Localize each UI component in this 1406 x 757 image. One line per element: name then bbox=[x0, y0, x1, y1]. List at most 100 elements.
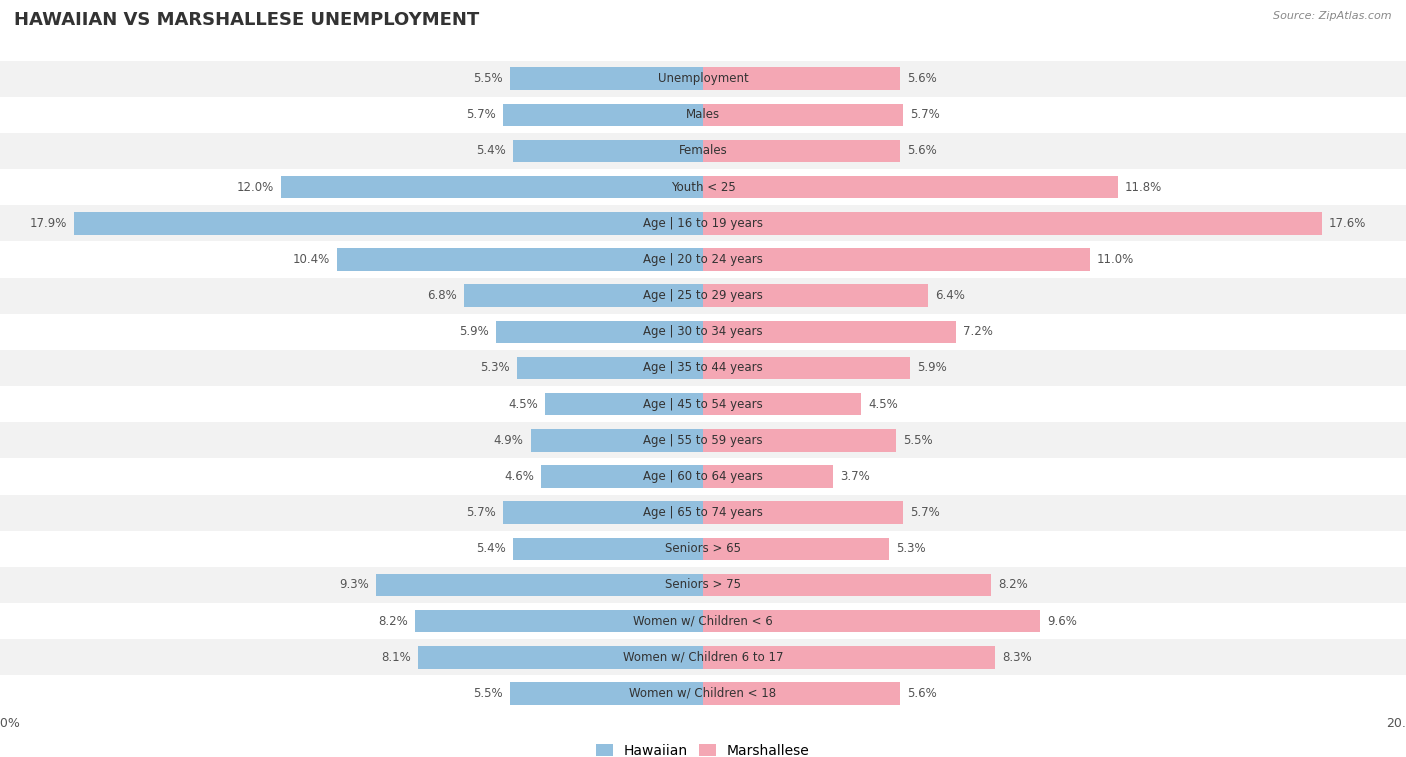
Bar bbox=[703, 140, 900, 162]
Text: Age | 25 to 29 years: Age | 25 to 29 years bbox=[643, 289, 763, 302]
Bar bbox=[464, 285, 703, 307]
Bar bbox=[0, 422, 1406, 459]
Text: Age | 30 to 34 years: Age | 30 to 34 years bbox=[643, 326, 763, 338]
Bar bbox=[513, 537, 703, 560]
Bar bbox=[703, 646, 995, 668]
Text: 5.9%: 5.9% bbox=[458, 326, 489, 338]
Bar bbox=[0, 205, 1406, 241]
Bar bbox=[0, 531, 1406, 567]
Text: 4.6%: 4.6% bbox=[505, 470, 534, 483]
Text: Age | 20 to 24 years: Age | 20 to 24 years bbox=[643, 253, 763, 266]
Text: 9.6%: 9.6% bbox=[1047, 615, 1077, 628]
Text: 4.5%: 4.5% bbox=[869, 397, 898, 410]
Text: 5.7%: 5.7% bbox=[911, 506, 941, 519]
Text: 10.4%: 10.4% bbox=[294, 253, 330, 266]
Text: 5.5%: 5.5% bbox=[472, 687, 503, 700]
Text: 5.9%: 5.9% bbox=[917, 362, 948, 375]
Text: Seniors > 65: Seniors > 65 bbox=[665, 542, 741, 556]
Text: 5.5%: 5.5% bbox=[472, 72, 503, 85]
Text: 11.0%: 11.0% bbox=[1097, 253, 1133, 266]
Text: 5.6%: 5.6% bbox=[907, 687, 936, 700]
Bar bbox=[703, 610, 1040, 632]
Bar bbox=[0, 313, 1406, 350]
Text: Source: ZipAtlas.com: Source: ZipAtlas.com bbox=[1274, 11, 1392, 21]
Bar bbox=[0, 278, 1406, 313]
Bar bbox=[0, 61, 1406, 97]
Bar bbox=[337, 248, 703, 271]
Bar bbox=[703, 537, 889, 560]
Text: Age | 55 to 59 years: Age | 55 to 59 years bbox=[643, 434, 763, 447]
Text: 5.3%: 5.3% bbox=[479, 362, 510, 375]
Bar bbox=[0, 603, 1406, 639]
Bar bbox=[0, 675, 1406, 712]
Bar bbox=[546, 393, 703, 416]
Text: Seniors > 75: Seniors > 75 bbox=[665, 578, 741, 591]
Text: 4.5%: 4.5% bbox=[508, 397, 537, 410]
Bar bbox=[496, 321, 703, 343]
Bar bbox=[0, 133, 1406, 169]
Text: Age | 16 to 19 years: Age | 16 to 19 years bbox=[643, 217, 763, 230]
Bar bbox=[703, 176, 1118, 198]
Text: 5.4%: 5.4% bbox=[477, 542, 506, 556]
Bar bbox=[513, 140, 703, 162]
Bar bbox=[703, 321, 956, 343]
Text: 17.6%: 17.6% bbox=[1329, 217, 1367, 230]
Bar bbox=[0, 97, 1406, 133]
Text: Females: Females bbox=[679, 145, 727, 157]
Bar bbox=[703, 285, 928, 307]
Text: 5.4%: 5.4% bbox=[477, 145, 506, 157]
Text: 5.6%: 5.6% bbox=[907, 72, 936, 85]
Text: 5.3%: 5.3% bbox=[897, 542, 927, 556]
Legend: Hawaiian, Marshallese: Hawaiian, Marshallese bbox=[591, 738, 815, 757]
Bar bbox=[703, 67, 900, 90]
Text: Males: Males bbox=[686, 108, 720, 121]
Text: 5.7%: 5.7% bbox=[465, 108, 496, 121]
Bar bbox=[503, 104, 703, 126]
Bar bbox=[75, 212, 703, 235]
Text: 6.4%: 6.4% bbox=[935, 289, 965, 302]
Bar bbox=[510, 682, 703, 705]
Text: 5.7%: 5.7% bbox=[911, 108, 941, 121]
Bar bbox=[281, 176, 703, 198]
Text: 11.8%: 11.8% bbox=[1125, 181, 1161, 194]
Bar bbox=[510, 67, 703, 90]
Bar bbox=[541, 466, 703, 488]
Bar bbox=[375, 574, 703, 597]
Bar bbox=[703, 574, 991, 597]
Text: 3.7%: 3.7% bbox=[841, 470, 870, 483]
Text: 8.2%: 8.2% bbox=[998, 578, 1028, 591]
Bar bbox=[415, 610, 703, 632]
Bar bbox=[517, 357, 703, 379]
Bar bbox=[503, 501, 703, 524]
Bar bbox=[531, 429, 703, 451]
Text: HAWAIIAN VS MARSHALLESE UNEMPLOYMENT: HAWAIIAN VS MARSHALLESE UNEMPLOYMENT bbox=[14, 11, 479, 30]
Text: 4.9%: 4.9% bbox=[494, 434, 524, 447]
Text: 6.8%: 6.8% bbox=[427, 289, 457, 302]
Text: 17.9%: 17.9% bbox=[30, 217, 67, 230]
Text: 8.1%: 8.1% bbox=[381, 651, 412, 664]
Bar bbox=[0, 639, 1406, 675]
Bar bbox=[703, 212, 1322, 235]
Text: 5.7%: 5.7% bbox=[465, 506, 496, 519]
Bar bbox=[0, 494, 1406, 531]
Text: Women w/ Children < 6: Women w/ Children < 6 bbox=[633, 615, 773, 628]
Bar bbox=[703, 501, 904, 524]
Text: 8.3%: 8.3% bbox=[1001, 651, 1032, 664]
Bar bbox=[703, 248, 1090, 271]
Text: Women w/ Children 6 to 17: Women w/ Children 6 to 17 bbox=[623, 651, 783, 664]
Text: Age | 45 to 54 years: Age | 45 to 54 years bbox=[643, 397, 763, 410]
Bar bbox=[419, 646, 703, 668]
Bar bbox=[0, 169, 1406, 205]
Text: 5.5%: 5.5% bbox=[904, 434, 934, 447]
Text: Age | 65 to 74 years: Age | 65 to 74 years bbox=[643, 506, 763, 519]
Bar bbox=[703, 682, 900, 705]
Text: 9.3%: 9.3% bbox=[339, 578, 368, 591]
Bar bbox=[703, 466, 832, 488]
Bar bbox=[703, 104, 904, 126]
Bar bbox=[703, 393, 860, 416]
Text: 5.6%: 5.6% bbox=[907, 145, 936, 157]
Bar bbox=[0, 241, 1406, 278]
Text: Youth < 25: Youth < 25 bbox=[671, 181, 735, 194]
Text: Women w/ Children < 18: Women w/ Children < 18 bbox=[630, 687, 776, 700]
Bar bbox=[0, 567, 1406, 603]
